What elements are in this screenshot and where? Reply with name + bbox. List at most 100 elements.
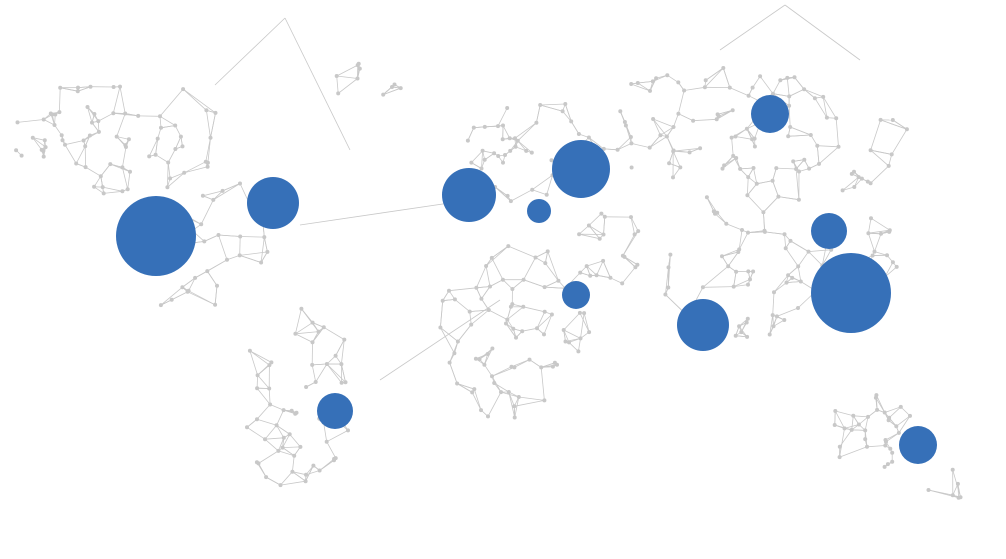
network-node bbox=[740, 228, 744, 232]
network-link bbox=[787, 266, 799, 276]
network-link bbox=[788, 134, 811, 137]
network-node bbox=[866, 231, 871, 236]
network-link bbox=[323, 326, 345, 340]
network-link bbox=[738, 229, 743, 250]
network-node bbox=[255, 386, 260, 391]
network-node bbox=[734, 156, 739, 160]
network-link bbox=[702, 265, 729, 288]
network-link bbox=[637, 82, 651, 92]
network-link bbox=[194, 270, 208, 279]
network-node bbox=[650, 79, 655, 84]
network-node bbox=[479, 296, 484, 301]
network-node bbox=[520, 329, 525, 334]
network-node bbox=[477, 357, 482, 362]
network-link bbox=[87, 106, 93, 123]
network-node bbox=[120, 189, 125, 194]
network-link bbox=[174, 125, 182, 137]
network-node bbox=[807, 166, 812, 171]
network-node bbox=[898, 404, 903, 409]
network-node bbox=[111, 85, 116, 89]
network-node bbox=[737, 324, 742, 329]
network-node bbox=[796, 306, 800, 310]
network-node bbox=[505, 193, 510, 198]
network-node bbox=[890, 118, 895, 122]
network-link bbox=[473, 388, 482, 411]
network-link bbox=[122, 146, 127, 168]
network-node bbox=[720, 166, 725, 171]
network-node bbox=[276, 448, 281, 453]
network-link bbox=[596, 260, 604, 276]
network-link bbox=[759, 76, 774, 94]
network-link bbox=[540, 104, 563, 112]
network-node bbox=[666, 285, 671, 290]
network-node bbox=[479, 166, 484, 171]
network-node bbox=[586, 223, 591, 228]
network-node bbox=[851, 413, 856, 418]
network-node bbox=[671, 149, 676, 154]
network-node bbox=[321, 325, 326, 330]
network-node bbox=[310, 320, 315, 325]
network-link bbox=[763, 196, 779, 213]
network-node bbox=[96, 129, 101, 134]
network-node bbox=[202, 239, 207, 244]
network-link bbox=[64, 144, 77, 164]
network-link bbox=[159, 88, 184, 117]
network-node bbox=[746, 269, 751, 274]
network-link bbox=[454, 341, 459, 354]
network-link bbox=[160, 125, 176, 129]
network-node bbox=[863, 437, 868, 442]
network-node bbox=[790, 275, 795, 280]
network-node bbox=[357, 66, 362, 71]
network-link bbox=[880, 119, 908, 130]
network-link bbox=[665, 267, 669, 295]
network-link bbox=[868, 232, 882, 235]
network-node bbox=[452, 351, 457, 356]
network-link bbox=[488, 309, 508, 320]
network-node bbox=[41, 154, 46, 159]
network-link bbox=[456, 383, 475, 390]
network-link bbox=[505, 323, 517, 338]
network-link bbox=[98, 112, 114, 122]
network-node bbox=[842, 426, 847, 431]
network-link bbox=[866, 445, 886, 448]
network-node bbox=[601, 258, 606, 263]
network-node bbox=[166, 160, 171, 165]
network-node bbox=[894, 424, 899, 429]
network-link bbox=[77, 86, 91, 92]
network-node bbox=[887, 415, 892, 420]
network-node bbox=[786, 134, 791, 139]
network-link bbox=[32, 137, 45, 141]
network-link bbox=[733, 279, 751, 287]
network-node bbox=[560, 109, 565, 114]
network-link bbox=[786, 77, 790, 97]
network-node bbox=[264, 475, 269, 480]
network-node bbox=[123, 111, 128, 116]
network-link bbox=[256, 418, 277, 426]
network-link bbox=[579, 312, 590, 333]
network-node bbox=[290, 469, 295, 474]
bubble-east-asia bbox=[811, 253, 891, 333]
network-node bbox=[863, 428, 868, 433]
network-node bbox=[542, 285, 547, 290]
network-link bbox=[722, 67, 731, 88]
network-link bbox=[184, 161, 206, 174]
network-node bbox=[501, 123, 505, 128]
network-link bbox=[182, 277, 196, 288]
network-node bbox=[216, 233, 221, 237]
network-node bbox=[620, 281, 625, 286]
network-link bbox=[167, 172, 185, 188]
network-link bbox=[522, 327, 538, 332]
network-node bbox=[85, 105, 90, 109]
network-node bbox=[665, 73, 670, 78]
network-link bbox=[125, 113, 139, 117]
network-link bbox=[312, 363, 327, 366]
network-node bbox=[870, 253, 875, 258]
network-link bbox=[305, 465, 314, 482]
network-node bbox=[280, 445, 285, 450]
network-link bbox=[835, 410, 854, 417]
network-node bbox=[96, 119, 101, 124]
network-link bbox=[705, 67, 724, 81]
network-node bbox=[237, 253, 242, 258]
network-node bbox=[713, 211, 717, 216]
network-node bbox=[471, 125, 476, 130]
